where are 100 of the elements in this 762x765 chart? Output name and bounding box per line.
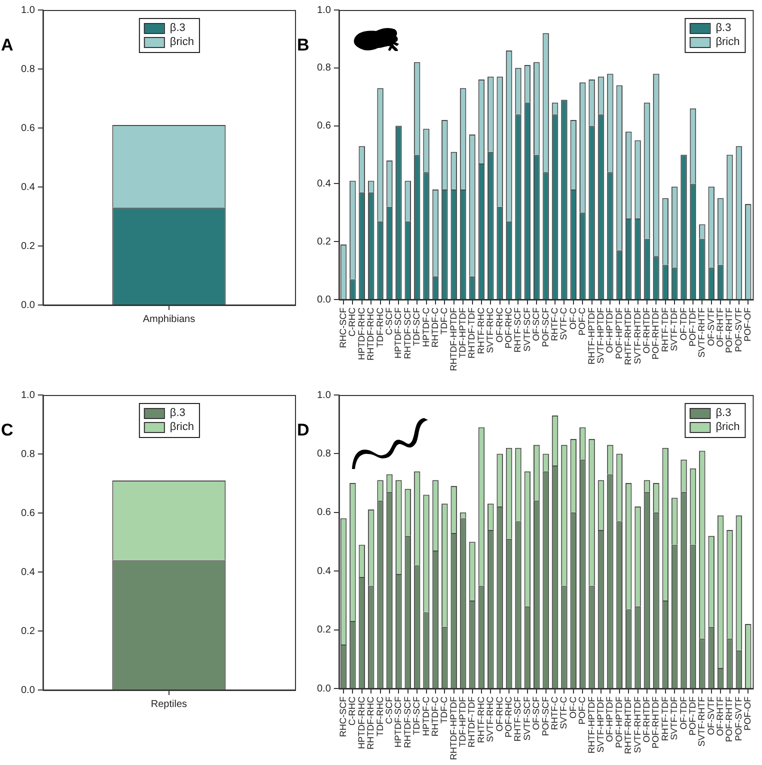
y-tick-label: 0.0 bbox=[20, 684, 36, 696]
x-tick-label: POF-TDF bbox=[687, 307, 698, 347]
x-tick-label: RHTDF-SCF bbox=[402, 307, 412, 360]
y-tick-label: 1.0 bbox=[20, 390, 36, 401]
x-tick-label: HPTDF-C bbox=[420, 307, 431, 348]
x-tick-label: SVTF-TDF bbox=[669, 307, 680, 352]
x-tick-label: POF-RHC bbox=[504, 307, 514, 349]
y-tick-label: 0.4 bbox=[20, 566, 36, 578]
y-tick-label: 0.6 bbox=[20, 122, 36, 134]
x-tick-label: C-RHC bbox=[347, 307, 358, 337]
y-tick-label: 0.8 bbox=[20, 448, 36, 460]
y-tick-label: 0.0 bbox=[20, 300, 36, 311]
y-tick-label: 0.6 bbox=[20, 508, 36, 519]
x-tick-label: C-SCF bbox=[384, 696, 394, 724]
y-tick-label: 0.2 bbox=[20, 626, 36, 637]
x-tick-label: RHTDF-SCF bbox=[402, 696, 412, 748]
y-tick-label: 0.8 bbox=[316, 62, 332, 74]
x-tick-label: POF-SCF bbox=[540, 696, 550, 736]
legend-label: βrich bbox=[170, 421, 194, 434]
x-tick-label: OF-RHTF bbox=[715, 696, 726, 736]
legend-label: β.3 bbox=[170, 407, 186, 420]
x-tick-label: POF-RHC bbox=[504, 696, 514, 738]
x-tick-label: RHTF-HPTDF bbox=[586, 696, 596, 754]
x-tick-label: POF-SVTF bbox=[733, 696, 744, 742]
x-tick-label: OF-TDF bbox=[678, 307, 688, 341]
x-tick-label: POF-OF bbox=[742, 696, 753, 731]
legend-label: βrich bbox=[716, 421, 740, 434]
x-tick-label: RHTF-SCF bbox=[512, 696, 523, 742]
legend-label: β.3 bbox=[716, 407, 732, 420]
x-tick-label: POF-HPTDF bbox=[614, 696, 624, 748]
x-tick-label: POF-SVTF bbox=[733, 307, 744, 352]
x-tick-label: POF-RHTDF bbox=[650, 696, 661, 749]
x-tick-label: POF-TDF bbox=[687, 696, 698, 736]
y-tick-label: 0.6 bbox=[316, 120, 332, 132]
x-tick-label: OF-SCF bbox=[531, 307, 542, 342]
x-tick-label: TDF-HPTDF bbox=[458, 307, 468, 358]
y-tick-label: 0.6 bbox=[316, 507, 332, 518]
y-tick-label: 0.0 bbox=[316, 294, 332, 306]
x-tick-label: RHTDF-C bbox=[430, 696, 440, 737]
legend-label: β.3 bbox=[716, 22, 732, 34]
text: C bbox=[1, 420, 14, 440]
y-tick-label: 0.4 bbox=[316, 178, 332, 190]
y-tick-label: 0.0 bbox=[316, 683, 332, 694]
x-tick-label: OF-SCF bbox=[531, 696, 542, 730]
x-tick-label: TDF-RHC bbox=[374, 307, 385, 348]
x-tick-label: C-RHC bbox=[347, 696, 358, 726]
x-tick-label: HPTDF-RHC bbox=[356, 307, 366, 360]
x-tick-label: RHTF-SCF bbox=[512, 307, 523, 353]
x-tick-label: SVTF-RHTF bbox=[696, 307, 707, 358]
x-tick-label: SVTF-RHC bbox=[485, 307, 496, 354]
x-tick-label: POF-C bbox=[577, 307, 588, 336]
x-tick-label: SVTF-HPTDF bbox=[595, 307, 606, 364]
x-tick-label: HPTDF-C bbox=[420, 696, 431, 736]
x-tick-label: RHTDF-HPTDF bbox=[448, 307, 458, 372]
x-tick-label: RHTF-HPTDF bbox=[586, 307, 596, 365]
x-tick-label: RHTF-RHC bbox=[476, 307, 486, 354]
x-tick-label: RHTDF-TDF bbox=[466, 696, 477, 748]
x-tick-label: TDF-C bbox=[439, 307, 450, 335]
legend-label: β.3 bbox=[170, 22, 186, 34]
x-tick-label: RHTF-RHTDF bbox=[623, 696, 634, 754]
y-tick-label: 0.8 bbox=[316, 448, 332, 460]
y-tick-label: 1.0 bbox=[316, 390, 332, 401]
y-tick-label: 0.2 bbox=[316, 236, 332, 248]
x-tick-label: TDF-SCF bbox=[412, 696, 422, 736]
x-tick-label: OF-RHTDF bbox=[641, 307, 652, 354]
x-tick-label: SVTF-RHTDF bbox=[632, 696, 642, 754]
x-tick-label: RHTDF-RHC bbox=[366, 696, 376, 750]
x-tick-label: OF-RHC bbox=[494, 307, 504, 343]
x-tick-label: TDF-RHC bbox=[374, 696, 385, 737]
x-tick-label: SVTF-RHC bbox=[485, 696, 496, 742]
text: D bbox=[297, 420, 310, 440]
x-tick-label: RHTF-RHC bbox=[476, 696, 486, 744]
x-tick-label: RHTDF-HPTDF bbox=[448, 696, 458, 760]
y-tick-label: 0.4 bbox=[20, 182, 36, 193]
x-tick-label: SVTF-SCF bbox=[522, 307, 532, 352]
x-tick-label: TDF-HPTDF bbox=[458, 696, 468, 748]
x-tick-label: RHTF-C bbox=[550, 307, 560, 342]
x-tick-label: POF-RHTDF bbox=[650, 307, 661, 360]
x-tick-label: OF-SVTF bbox=[706, 696, 716, 736]
x-tick-label: OF-C bbox=[568, 696, 578, 719]
x-tick-label: POF-RHTF bbox=[724, 696, 734, 742]
x-tick-label: RHTF-RHTDF bbox=[623, 307, 634, 366]
x-tick-label: Amphibians bbox=[142, 314, 196, 325]
x-tick-label: RHTF-TDF bbox=[660, 307, 670, 352]
x-tick-label: SVTF-RHTDF bbox=[632, 307, 642, 364]
x-tick-label: SVTF-SCF bbox=[522, 696, 532, 741]
legend-label: βrich bbox=[716, 36, 740, 48]
y-tick-label: 0.2 bbox=[316, 624, 332, 636]
x-tick-label: POF-C bbox=[577, 696, 588, 725]
text: A bbox=[1, 36, 14, 55]
x-tick-label: POF-HPTDF bbox=[614, 307, 624, 360]
x-tick-label: OF-TDF bbox=[678, 696, 688, 730]
x-tick-label: HPTDF-SCF bbox=[393, 696, 404, 748]
x-tick-label: TDF-C bbox=[439, 696, 450, 724]
x-tick-label: SVTF-RHTF bbox=[696, 696, 707, 747]
text: B bbox=[297, 36, 310, 55]
x-tick-label: OF-HPTDF bbox=[604, 696, 615, 742]
x-tick-label: POF-OF bbox=[742, 307, 753, 342]
x-tick-label: RHC-SCF bbox=[338, 307, 348, 348]
y-tick-label: 0.2 bbox=[20, 240, 36, 252]
